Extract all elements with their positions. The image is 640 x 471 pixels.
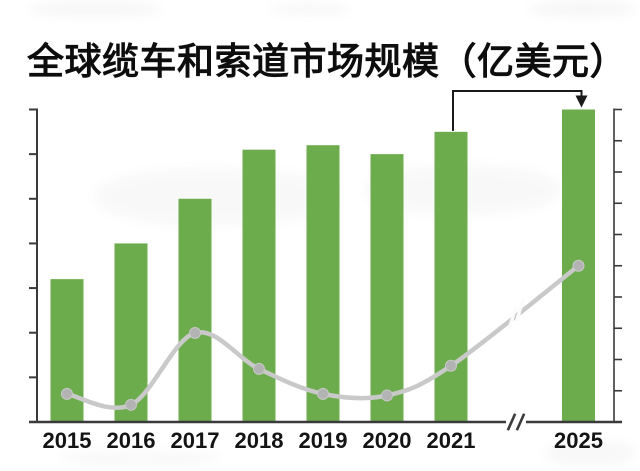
trend-line-break-slash	[507, 306, 518, 330]
annotation-arrow-line	[452, 90, 583, 131]
trend-marker-2020	[381, 389, 393, 402]
x-axis-label-2025: 2025	[554, 428, 603, 453]
bar-2020	[370, 154, 404, 422]
trend-marker-2021	[445, 359, 457, 372]
annotation-arrow-head	[575, 95, 588, 108]
bar-2019	[306, 145, 340, 422]
trend-marker-2016	[125, 398, 137, 411]
x-axis-break-slash	[506, 413, 517, 431]
bar-2016	[114, 243, 148, 422]
x-axis-break-slash	[515, 413, 526, 431]
chart-title: 全球缆车和索道市场规模（亿美元）	[27, 42, 627, 83]
x-axis-label-2020: 2020	[362, 428, 412, 453]
bar-2018	[242, 149, 276, 422]
x-axis-label-2016: 2016	[106, 428, 156, 453]
trend-marker-2015	[61, 387, 73, 400]
x-axis-label-2017: 2017	[170, 428, 220, 453]
bar-2017	[178, 198, 212, 422]
x-axis-label-2018: 2018	[234, 428, 284, 453]
trend-marker-2019	[317, 387, 329, 400]
x-axis-label-2015: 2015	[42, 428, 92, 453]
trend-marker-2025	[572, 259, 585, 272]
x-axis-label-2019: 2019	[298, 428, 348, 453]
trend-marker-2018	[253, 362, 265, 375]
bar-2015	[50, 279, 84, 422]
trend-marker-2017	[189, 326, 201, 339]
bar-2021	[434, 131, 468, 423]
trend-line-break-slash	[514, 298, 526, 322]
x-axis-label-2021: 2021	[426, 428, 476, 453]
